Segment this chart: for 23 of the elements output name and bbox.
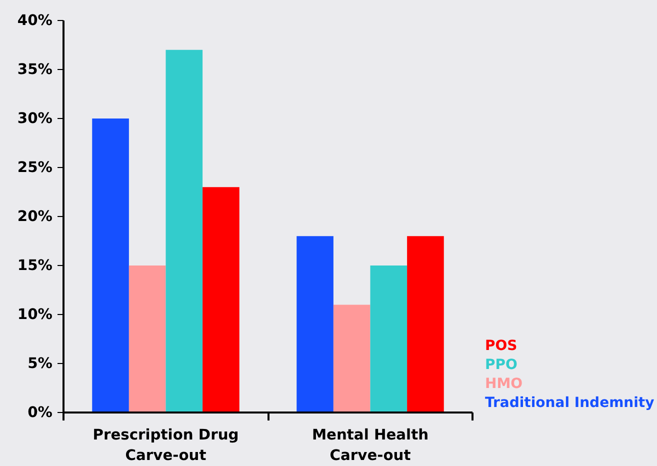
bar xyxy=(128,266,166,412)
y-tick-label: 30% xyxy=(17,110,53,127)
y-tick-label: 40% xyxy=(17,12,53,29)
text: HMO xyxy=(485,375,524,394)
y-tick-label: 20% xyxy=(17,208,53,225)
text: POS xyxy=(485,337,518,356)
x-tick-label: Prescription Drug Carve-out xyxy=(92,426,239,464)
bar xyxy=(407,236,444,412)
text: PPO xyxy=(485,356,518,375)
y-tick-label: 0% xyxy=(28,404,53,421)
bar xyxy=(333,304,370,412)
y-tick-label: 35% xyxy=(17,61,53,78)
y-tick-label: 5% xyxy=(28,355,53,372)
x-tick-label: Mental Health Carve-out xyxy=(312,426,429,464)
y-tick-label: 15% xyxy=(17,257,53,274)
bar xyxy=(202,187,240,412)
text: Traditional Indemnity xyxy=(485,394,654,413)
y-tick-label: 10% xyxy=(17,306,53,323)
bar xyxy=(166,50,203,412)
bar xyxy=(370,266,408,412)
bar xyxy=(92,118,129,412)
bar xyxy=(296,236,334,412)
y-tick-label: 25% xyxy=(17,159,53,176)
